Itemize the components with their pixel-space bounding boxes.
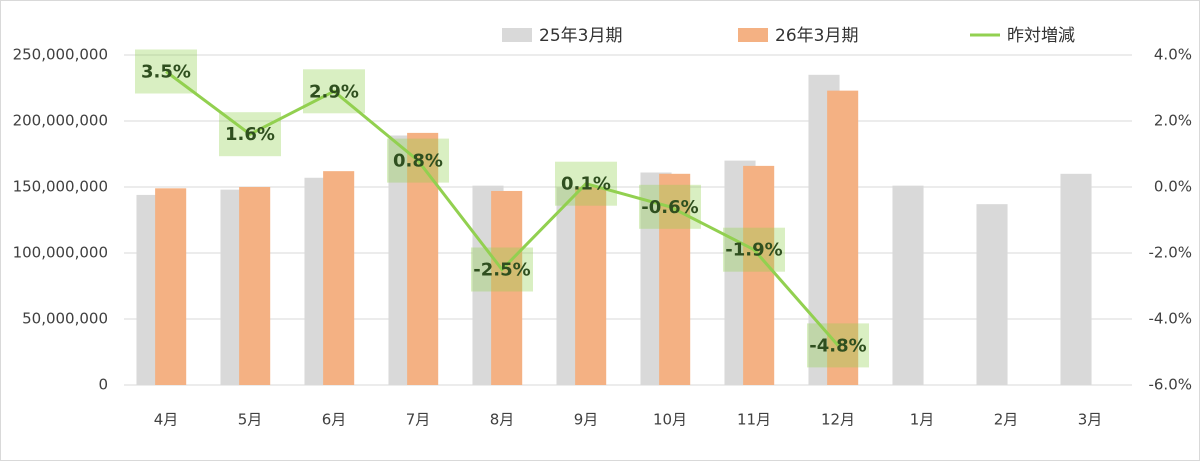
x-tick-label: 5月 [238,411,263,429]
legend-swatch [738,28,768,42]
legend-label: 25年3月期 [539,26,622,46]
y-tick-label: 50,000,000 [22,310,108,328]
y-tick-label: 0 [98,376,108,394]
line [165,70,840,347]
y-tick-label: 250,000,000 [13,46,108,64]
bar [976,204,1008,385]
y2-tick-label: 2.0% [1154,112,1192,130]
x-tick-label: 3月 [1078,411,1103,429]
data-label-box [555,161,617,206]
data-label: -0.6% [641,197,698,218]
y2-tick-label: -2.0% [1148,244,1192,262]
data-label-box [639,184,701,229]
data-label-box [219,112,281,157]
bar [491,190,523,385]
bar [155,188,187,385]
y-tick-label: 100,000,000 [13,244,108,262]
x-tick-label: 7月 [406,411,431,429]
data-label: -2.5% [473,260,530,281]
data-label-box [723,227,785,272]
y2-tick-label: -4.0% [1148,310,1192,328]
data-label: 0.8% [393,151,443,172]
x-tick-label: 12月 [821,411,855,429]
x-tick-label: 2月 [994,411,1019,429]
legend-label: 昨対増減 [1007,26,1075,46]
bar [827,90,859,385]
y2-tick-label: -6.0% [1148,376,1192,394]
legend-swatch [502,28,532,42]
y2-tick-label: 4.0% [1154,46,1192,64]
y-tick-label: 200,000,000 [13,112,108,130]
data-label: -4.8% [809,335,866,356]
bar [743,165,775,385]
bar [892,185,924,385]
data-label-box [387,138,449,183]
data-label: 1.6% [225,124,275,145]
data-label: -1.9% [725,240,782,261]
bar [323,171,355,385]
x-tick-label: 9月 [574,411,599,429]
data-label-box [471,247,533,292]
bar [575,187,607,385]
y2-tick-label: 0.0% [1154,178,1192,196]
data-label-box [135,49,197,94]
y-tick-label: 150,000,000 [13,178,108,196]
data-label-box [807,323,869,368]
x-tick-label: 4月 [154,411,179,429]
data-label: 3.5% [141,62,191,83]
x-tick-label: 11月 [737,411,771,429]
data-label: 0.1% [561,174,611,195]
x-tick-label: 6月 [322,411,347,429]
legend-label: 26年3月期 [775,26,858,46]
x-tick-label: 1月 [910,411,935,429]
data-label: 2.9% [309,81,359,102]
data-label-box [303,69,365,114]
bar [239,187,271,385]
bar [1060,173,1092,385]
x-tick-label: 8月 [490,411,515,429]
x-tick-label: 10月 [653,411,687,429]
bar [407,132,439,385]
